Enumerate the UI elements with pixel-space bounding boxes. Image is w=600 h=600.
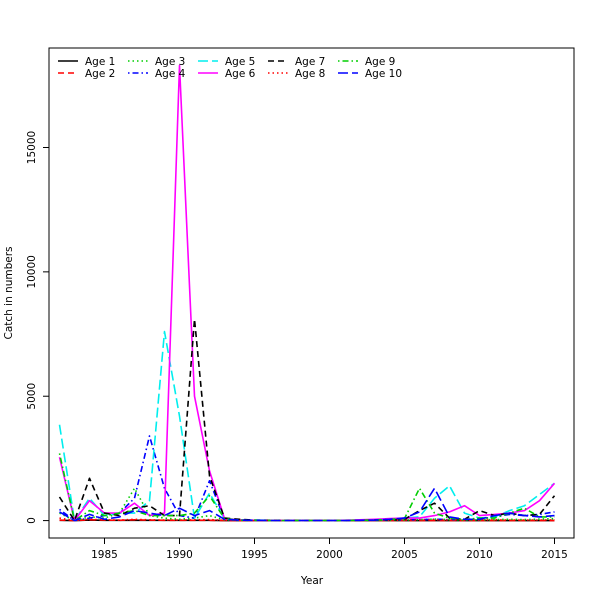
y-tick-label: 15000: [26, 131, 38, 164]
x-axis-title: Year: [300, 575, 324, 587]
legend-label-age-9: Age 9: [365, 56, 395, 68]
legend-label-age-4: Age 4: [155, 68, 186, 80]
legend-label-age-6: Age 6: [225, 68, 256, 80]
x-tick-label: 1990: [166, 549, 193, 561]
legend-label-age-3: Age 3: [155, 56, 185, 68]
x-tick-label: 1995: [241, 549, 268, 561]
legend-label-age-5: Age 5: [225, 56, 255, 68]
legend-label-age-8: Age 8: [295, 68, 325, 80]
y-tick-label: 10000: [26, 255, 38, 288]
legend-label-age-2: Age 2: [85, 68, 115, 80]
y-axis: 0 5000 10000 15000: [26, 131, 50, 524]
x-axis: 1985 1990 1995 2000 2005 2010 2015: [91, 537, 568, 561]
series-line-age-10: [59, 487, 555, 522]
series-layer: [58, 64, 556, 522]
series-line-age-9: [58, 453, 555, 522]
y-axis-title: Catch in numbers: [3, 246, 15, 339]
legend-label-age-1: Age 1: [85, 56, 115, 68]
legend-label-age-7: Age 7: [295, 56, 325, 68]
x-tick-label: 2010: [466, 549, 493, 561]
y-tick-label: 0: [26, 517, 38, 524]
legend-label-age-10: Age 10: [365, 68, 402, 80]
x-tick-label: 2015: [541, 549, 568, 561]
x-tick-label: 2000: [316, 549, 343, 561]
y-tick-label: 5000: [26, 383, 38, 410]
x-tick-label: 1985: [91, 549, 118, 561]
x-tick-label: 2005: [391, 549, 418, 561]
